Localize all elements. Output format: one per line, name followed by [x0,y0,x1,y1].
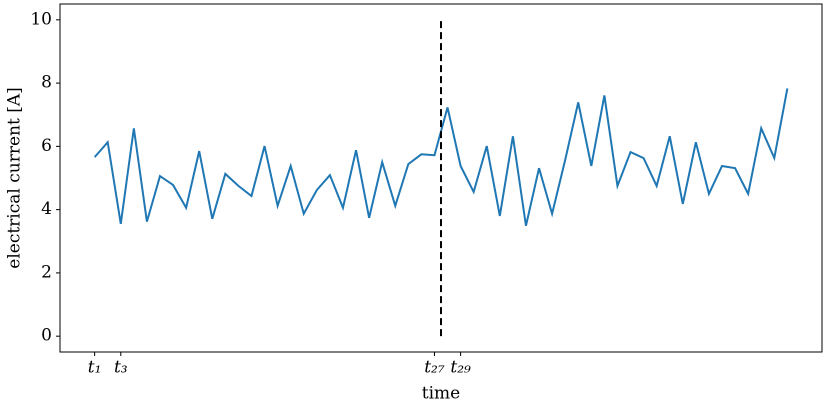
plot-frame [59,3,823,353]
x-tick-label: t₂₇ [424,358,445,378]
y-tick-label: 4 [41,199,52,219]
x-tick-label: t₃ [114,358,128,378]
x-axis-label: time [422,384,460,402]
y-tick-label: 6 [41,136,52,156]
x-tick-label: t₁ [88,358,102,378]
x-tick-label: t₂₉ [450,358,471,378]
y-axis-label: electrical current [A] [5,87,25,268]
y-tick-label: 0 [41,326,52,346]
y-tick-label: 8 [41,73,52,93]
y-tick-label: 10 [30,9,52,29]
y-tick-label: 2 [41,262,52,282]
